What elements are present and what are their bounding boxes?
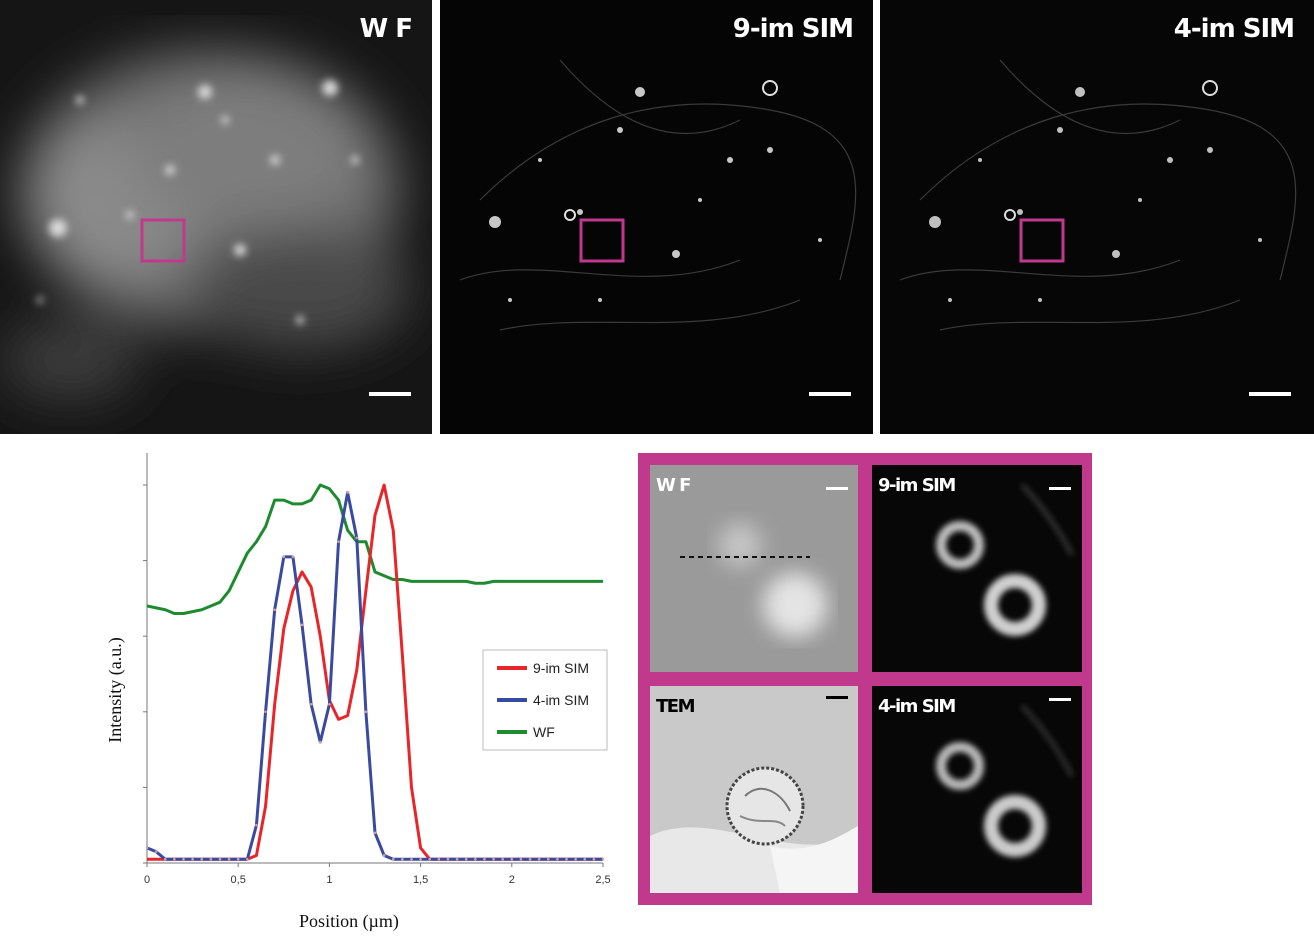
x-tick-label: 1,5 [413,874,428,886]
series-4im-point [401,857,404,861]
tem-panel: TEM [650,686,858,893]
legend-label-4im: 4-im SIM [533,692,589,708]
series-4im-point [236,857,240,861]
series-4im-point [191,857,194,861]
series-4im-point [583,857,587,861]
series-4im-point [154,850,158,853]
legend-label-9im: 9-im SIM [533,660,589,676]
scale-bar [369,392,411,396]
roi-box [140,218,186,263]
series-4im-point [373,831,377,835]
sim9-zoom-label: 9-im SIM [878,475,956,496]
x-axis-title: Position (µm) [299,911,399,932]
series-4im-point [173,857,176,861]
series-4im-point [246,857,249,861]
series-4im-point [528,857,532,861]
wf-image-panel: W F [0,0,432,434]
wf-zoom-image [650,465,858,672]
sim9-zoom-panel: 9-im SIM [872,465,1082,672]
series-4im-point [200,857,204,861]
series-4im-point [565,857,568,861]
series-4im-point [464,857,468,861]
wf-image [0,0,432,434]
series-4im-point [574,857,577,861]
series-4im-point [537,857,541,861]
series-4im-point [300,623,304,627]
series-4im-point [601,857,605,861]
y-axis-title: Intensity (a.u.) [105,637,126,742]
scale-bar [826,696,848,699]
scale-bar [826,487,848,490]
series-4im-point [337,540,340,543]
series-4im-point [328,702,331,706]
sim4-image [880,0,1314,434]
series-4im-point [382,854,386,857]
series-4im-point [163,857,167,861]
wf-zoom-panel: W F [650,465,858,672]
series-4im-point [446,857,450,861]
sim4-zoom-panel: 4-im SIM [872,686,1082,893]
sim4-label: 4-im SIM [1173,14,1295,44]
series-4im-point [364,710,368,714]
scale-bar [809,392,851,396]
series-4im-point [428,857,432,861]
series-4im-point [592,857,596,861]
sim9-label: 9-im SIM [732,14,854,44]
x-tick-label: 1 [326,874,332,886]
sim4-zoom-image [872,686,1082,893]
roi-box [1019,218,1065,263]
tem-image [650,686,858,893]
series-4im-point [209,857,213,861]
sim9-image-panel: 9-im SIM [440,0,873,434]
series-4im-point [492,857,495,861]
series-4im-point [501,857,504,861]
scale-bar [1249,392,1291,396]
series-4im-point [510,857,514,861]
series-4im-point [318,740,322,744]
series-4im-point [145,846,149,850]
series-4im-point [273,608,276,612]
x-tick-label: 2 [509,874,515,886]
chart-svg: 0 0,5 1 1,5 2 2,5 Intensity (a.u.) Position (… [105,453,611,932]
series-4im-point [309,702,313,706]
x-tick-label: 0 [144,874,150,886]
series-4im-point [483,857,486,861]
series-4im-point [264,710,267,714]
series-4im-point [546,857,550,861]
intensity-profile-chart: 0 0,5 1 1,5 2 2,5 Intensity (a.u.) Position (… [95,445,630,936]
legend-label-wf: WF [533,724,555,740]
series-4im-point [419,857,422,861]
series-4im-point [391,857,395,861]
roi-box [579,218,625,263]
sim9-image [440,0,873,434]
wf-zoom-label: W F [656,475,691,496]
series-4im-point [346,491,349,494]
wf-label: W F [359,14,413,44]
scale-bar [1049,698,1071,701]
legend: 9-im SIM 4-im SIM WF [482,649,608,751]
series-4im-point [437,857,441,861]
scale-bar [1049,487,1071,490]
series-4im-point [410,857,413,861]
series-4im-point [227,857,231,861]
series-4im-point [182,857,185,861]
series-4im-point [474,857,477,861]
tem-label: TEM [656,696,696,717]
x-tick-label: 0,5 [231,874,246,886]
series-4im-point [556,857,559,861]
series-4im-point [282,555,286,559]
sim9-zoom-image [872,465,1082,672]
series-4im-point [519,857,523,861]
series-4im-point [291,555,295,559]
x-tick-label: 2,5 [595,874,610,886]
series-4im-point [355,536,359,540]
sim4-zoom-label: 4-im SIM [878,696,956,717]
series-4im-point [455,857,459,861]
inset-frame: W F 9-im SIM TEM [638,453,1092,905]
sim4-image-panel: 4-im SIM [880,0,1314,434]
series-4im-point [255,823,258,827]
series-4im-point [218,857,222,861]
series-wf-line [146,483,603,616]
